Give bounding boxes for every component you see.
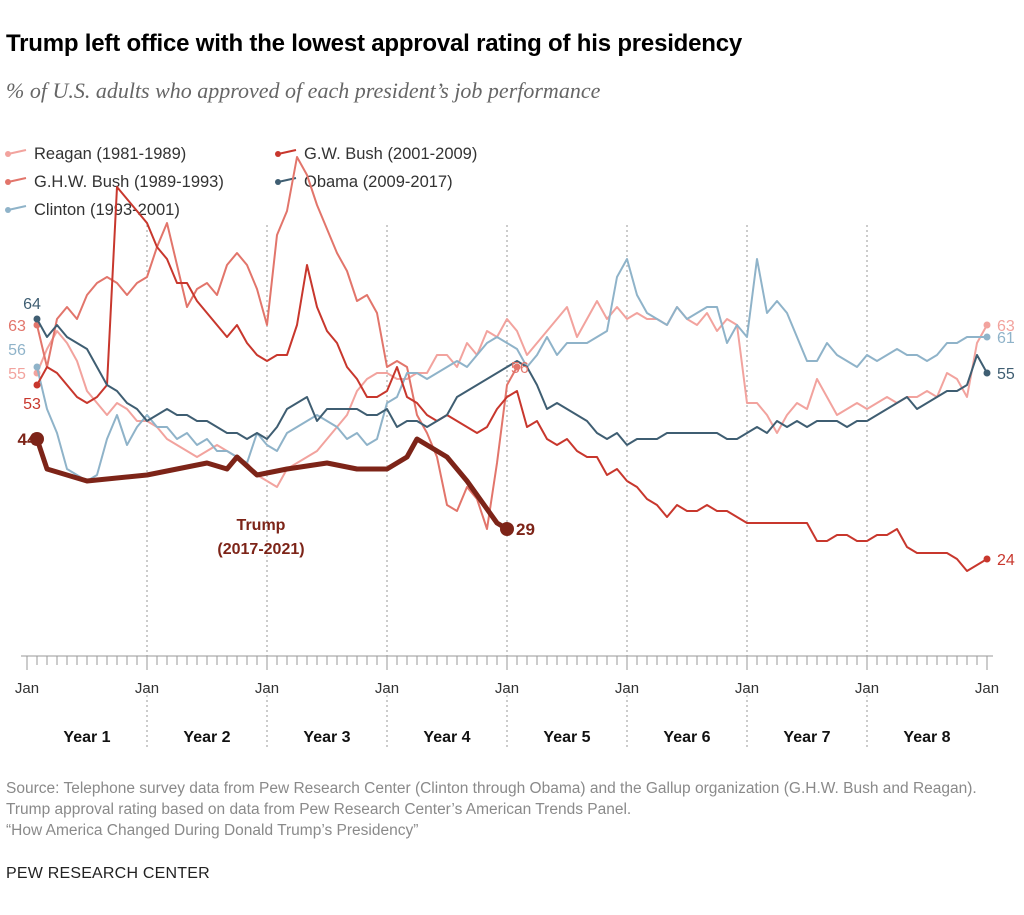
x-tick-label: Jan: [615, 680, 639, 697]
label-clinton-end: 61: [997, 330, 1015, 347]
label-gwbush-end: 24: [997, 552, 1015, 569]
x-tick-label: Jan: [975, 680, 999, 697]
trump-annotation-years: (2017-2021): [217, 541, 304, 558]
legend-swatch: [277, 149, 297, 155]
label-trump-start: 44: [18, 430, 37, 449]
label-ghwbush-end: 56: [511, 360, 529, 377]
x-tick-label: Jan: [735, 680, 759, 697]
label-reagan-end: 63: [997, 318, 1015, 335]
series-end-point: [513, 363, 521, 371]
legend-label: Clinton (1993-2001): [34, 201, 180, 219]
label-ghwbush-start: 63: [8, 318, 26, 335]
legend-swatch: [7, 149, 27, 155]
series-line-reagan: [36, 300, 988, 488]
x-tick-label: Jan: [15, 680, 39, 697]
series-end-point: [983, 321, 991, 329]
year-label: Year 7: [783, 729, 830, 746]
series-start-point: [33, 315, 41, 323]
x-axis: Jan Jan Jan Jan Jan Jan Jan Jan Jan Year 1 Year 2 Y…: [15, 655, 999, 746]
x-tick-label: Jan: [375, 680, 399, 697]
label-obama-end: 55: [997, 366, 1015, 383]
year-gridlines: [146, 225, 868, 750]
year-label: Year 4: [423, 729, 470, 746]
legend-swatch: [7, 205, 27, 211]
year-label: Year 1: [63, 729, 110, 746]
legend-marker: [5, 151, 11, 157]
chart-subtitle: % of U.S. adults who approved of each pr…: [6, 78, 601, 103]
legend-label: Obama (2009-2017): [304, 173, 453, 191]
series-line-clinton: [36, 258, 988, 482]
year-label: Year 2: [183, 729, 230, 746]
series-start-point: [33, 381, 41, 389]
series-start-point: [33, 363, 41, 371]
series-line-obama: [36, 318, 988, 446]
label-gwbush-start: 53: [23, 396, 41, 413]
series-line-trump: [34, 436, 510, 532]
label-obama-start: 64: [23, 296, 41, 313]
legend-marker: [275, 179, 281, 185]
x-tick-label: Jan: [255, 680, 279, 697]
source-note: Source: Telephone survey data from Pew R…: [6, 778, 1016, 841]
x-tick-label: Jan: [135, 680, 159, 697]
legend-marker: [5, 207, 11, 213]
chart-title: Trump left office with the lowest approv…: [6, 30, 743, 57]
approval-line-chart: Reagan (1981-1989) G.W. Bush (2001-2009) G…: [5, 145, 1015, 750]
legend-marker: [275, 151, 281, 157]
series-end-point: [983, 333, 991, 341]
chart-legend: Reagan (1981-1989) G.W. Bush (2001-2009) G…: [5, 145, 477, 219]
trump-annotation-name: Trump: [237, 517, 286, 534]
legend-swatch: [7, 177, 27, 183]
series-lines: [30, 156, 991, 572]
series-start-point: [30, 432, 44, 446]
year-label: Year 8: [903, 729, 950, 746]
report-title-note: “How America Changed During Donald Trump…: [6, 822, 419, 839]
series-end-point: [500, 522, 514, 536]
x-tick-label: Jan: [855, 680, 879, 697]
series-end-point: [983, 369, 991, 377]
legend-marker: [5, 179, 11, 185]
legend-label: Reagan (1981-1989): [34, 145, 186, 163]
series-end-point: [983, 555, 991, 563]
legend-label: G.H.W. Bush (1989-1993): [34, 173, 224, 191]
series-line-gw: [36, 186, 988, 572]
year-label: Year 5: [543, 729, 590, 746]
year-label: Year 3: [303, 729, 350, 746]
year-label: Year 6: [663, 729, 710, 746]
label-clinton-start: 56: [8, 342, 26, 359]
x-tick-label: Jan: [495, 680, 519, 697]
label-trump-end: 29: [516, 520, 535, 539]
source-text: Source: Telephone survey data from Pew R…: [6, 780, 977, 818]
legend-label: G.W. Bush (2001-2009): [304, 145, 477, 163]
pew-research-logo-text: PEW RESEARCH CENTER: [6, 865, 210, 882]
label-reagan-start: 55: [8, 366, 26, 383]
series-line-ghw: [36, 156, 518, 530]
